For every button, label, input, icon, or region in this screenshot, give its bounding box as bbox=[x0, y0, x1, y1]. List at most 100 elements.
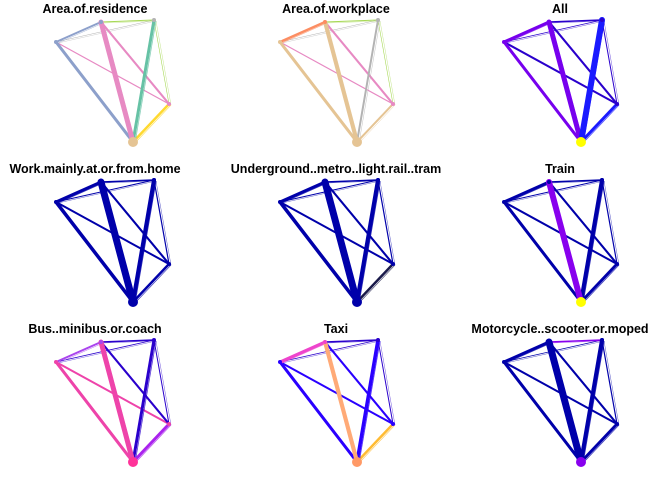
panel-title: Motorcycle..scooter.or.moped bbox=[471, 322, 648, 336]
flow-edge-secondary bbox=[102, 182, 172, 266]
panel-title: Underground..metro..light.rail..tram bbox=[231, 162, 441, 176]
flow-edge bbox=[131, 422, 171, 464]
flow-edge-secondary bbox=[102, 340, 157, 344]
flow-edge bbox=[278, 340, 327, 364]
flow-edge-secondary bbox=[326, 342, 360, 464]
flow-edge bbox=[355, 422, 395, 464]
node bbox=[167, 422, 171, 426]
flow-edge bbox=[546, 179, 584, 305]
node bbox=[547, 20, 551, 24]
flow-edge-secondary bbox=[326, 340, 381, 344]
flow-edge bbox=[601, 19, 618, 105]
panel-1: Area.of.residence bbox=[43, 2, 172, 147]
flow-edge-secondary bbox=[358, 180, 381, 304]
node bbox=[547, 340, 551, 344]
node bbox=[54, 360, 58, 364]
flow-edge bbox=[324, 181, 394, 265]
flow-edge-secondary bbox=[155, 180, 172, 266]
node bbox=[376, 178, 380, 182]
flow-edge bbox=[356, 19, 379, 143]
flow-edge bbox=[324, 341, 394, 425]
flow-edge-secondary bbox=[281, 342, 328, 364]
node bbox=[376, 338, 380, 342]
flow-edge-secondary bbox=[358, 20, 381, 144]
flow-edge bbox=[278, 200, 359, 304]
flow-edge bbox=[153, 179, 170, 265]
flow-edge-secondary bbox=[379, 20, 396, 106]
flow-edge-secondary bbox=[358, 340, 381, 464]
flow-edge bbox=[502, 20, 551, 44]
flow-edge-secondary bbox=[550, 20, 605, 24]
flow-edge bbox=[355, 338, 380, 464]
flow-edge-secondary bbox=[550, 22, 584, 144]
destination-node bbox=[352, 457, 362, 467]
panel-7: Bus..minibus.or.coach bbox=[28, 322, 172, 467]
flow-edge-secondary bbox=[326, 182, 396, 266]
flow-edge bbox=[321, 178, 361, 306]
node bbox=[547, 180, 551, 184]
node bbox=[376, 18, 380, 22]
flow-edge bbox=[323, 340, 359, 464]
flow-edge bbox=[278, 40, 359, 144]
flow-edge bbox=[54, 200, 135, 304]
node bbox=[615, 102, 619, 106]
flow-edge bbox=[278, 180, 327, 204]
destination-node bbox=[128, 137, 138, 147]
flow-edge-secondary bbox=[57, 362, 136, 464]
flow-edge bbox=[100, 179, 155, 183]
panel-8: Taxi bbox=[278, 322, 396, 467]
node bbox=[323, 340, 327, 344]
flow-edge bbox=[153, 339, 170, 425]
flow-edge bbox=[601, 179, 618, 265]
node bbox=[391, 102, 395, 106]
node bbox=[615, 422, 619, 426]
flow-edge-secondary bbox=[134, 340, 157, 464]
flow-edge-secondary bbox=[102, 20, 157, 24]
node bbox=[615, 262, 619, 266]
flow-edge-secondary bbox=[582, 424, 620, 464]
flow-edge-secondary bbox=[326, 182, 360, 304]
flow-edge bbox=[355, 178, 380, 304]
flow-edge bbox=[278, 360, 359, 464]
node bbox=[323, 20, 327, 24]
flow-edge bbox=[578, 17, 605, 145]
node bbox=[502, 360, 506, 364]
panel-title: Taxi bbox=[324, 322, 348, 336]
flow-edge bbox=[377, 339, 394, 425]
flow-edge-secondary bbox=[358, 264, 396, 304]
destination-node bbox=[576, 297, 586, 307]
flow-edge-secondary bbox=[582, 104, 620, 144]
node bbox=[152, 18, 156, 22]
flow-edge-secondary bbox=[505, 42, 584, 144]
flow-edge bbox=[100, 21, 170, 105]
flow-edge-secondary bbox=[550, 340, 605, 344]
flow-edge bbox=[502, 200, 583, 304]
flow-edge-secondary bbox=[102, 342, 172, 426]
flow-edge-secondary bbox=[57, 22, 104, 44]
flow-edge-secondary bbox=[326, 22, 396, 106]
flow-edge bbox=[502, 180, 551, 204]
flow-edge bbox=[579, 102, 619, 144]
flow-edge-secondary bbox=[102, 180, 157, 184]
node bbox=[167, 262, 171, 266]
flow-edge bbox=[356, 103, 394, 143]
flow-edge bbox=[324, 21, 394, 105]
flow-edge-secondary bbox=[57, 342, 104, 364]
flow-edge-secondary bbox=[281, 182, 328, 204]
flow-edge-secondary bbox=[358, 424, 396, 464]
destination-node bbox=[352, 297, 362, 307]
flow-edge bbox=[98, 19, 136, 145]
flow-edge bbox=[131, 338, 156, 464]
flow-edge-secondary bbox=[505, 20, 605, 44]
flow-edge-secondary bbox=[582, 180, 605, 304]
node bbox=[323, 180, 327, 184]
flow-edge bbox=[548, 179, 603, 183]
panel-title: Work.mainly.at.or.from.home bbox=[9, 162, 180, 176]
flow-edge bbox=[545, 338, 585, 466]
node bbox=[152, 178, 156, 182]
node bbox=[502, 40, 506, 44]
flow-edge-secondary bbox=[550, 180, 605, 184]
flow-edge-secondary bbox=[57, 182, 104, 204]
flow-edge bbox=[579, 422, 619, 464]
flow-edge-secondary bbox=[603, 340, 620, 426]
